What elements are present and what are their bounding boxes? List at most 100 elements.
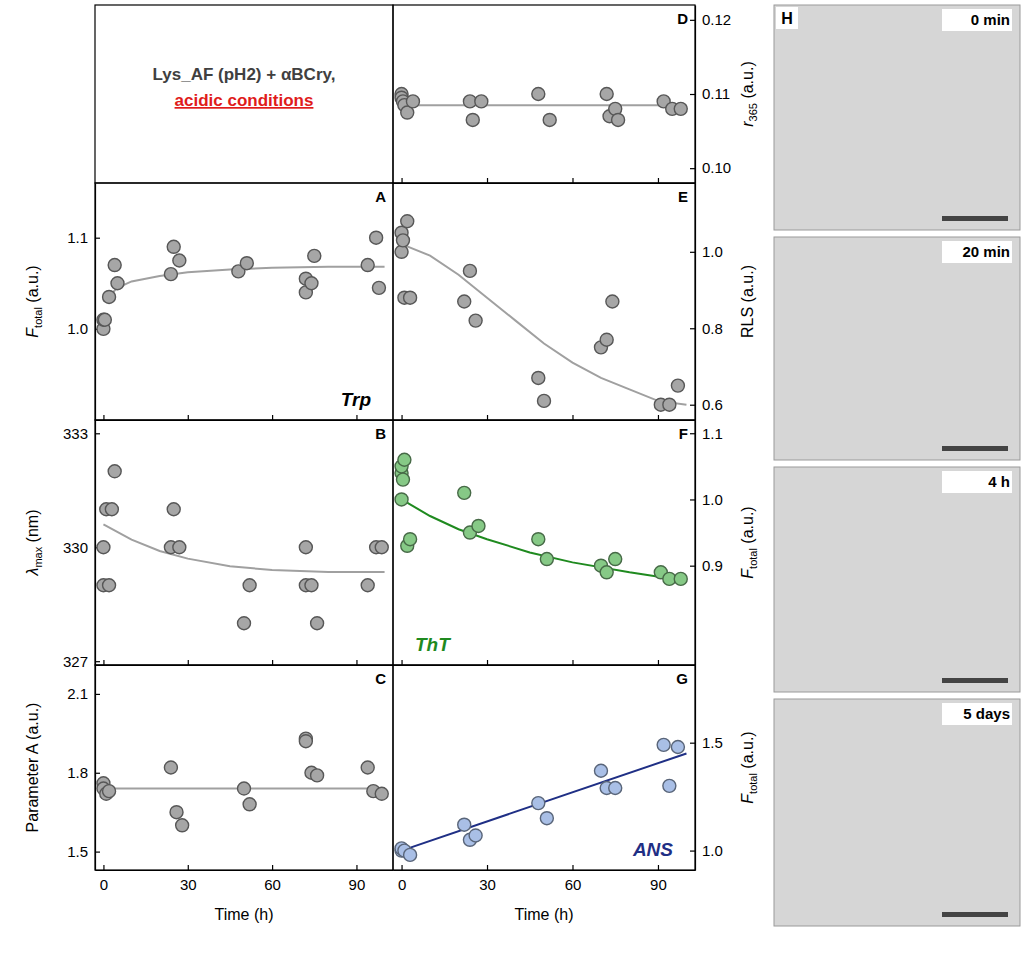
plot-area	[97, 231, 386, 335]
panel-letter: D	[677, 10, 688, 27]
y-tick-mark	[95, 852, 100, 853]
y-tick: 1.1	[690, 425, 723, 442]
fit-line	[402, 244, 687, 405]
panel-letter: A	[375, 188, 386, 205]
data-point	[401, 215, 414, 228]
x-tick	[487, 660, 488, 665]
panel: 03060901.51.82.1Parameter A (a.u.)Time (…	[24, 665, 394, 923]
note-text: acidic conditions	[175, 91, 314, 110]
x-tick-label: 90	[650, 876, 667, 893]
data-point	[173, 254, 186, 267]
micrograph-label: 20 min	[962, 243, 1010, 260]
data-point	[372, 281, 385, 294]
y-tick-label: 0.8	[702, 320, 723, 337]
data-point	[398, 453, 411, 466]
label-ground	[776, 7, 798, 29]
x-tick	[572, 178, 573, 183]
x-tick-mark	[487, 178, 488, 183]
y-tick-label: 1.1	[702, 425, 723, 442]
y-axis-line	[95, 666, 96, 871]
panel-letter: G	[676, 670, 688, 687]
y-axis-line	[695, 421, 696, 666]
panel-frame	[95, 5, 393, 183]
plot-area	[395, 738, 686, 861]
x-tick	[658, 178, 659, 183]
x-tick	[487, 178, 488, 183]
y-tick: 1.0	[690, 842, 723, 859]
y-tick-mark	[690, 850, 695, 851]
panel-frame	[393, 420, 695, 665]
data-point	[404, 533, 417, 546]
y-axis: 1.0 1.1	[67, 184, 100, 421]
y-axis-title-rest: (a.u.)	[739, 731, 756, 773]
data-point	[164, 268, 177, 281]
y-tick-label: 0.10	[702, 159, 731, 176]
data-point	[600, 566, 613, 579]
y-tick-label: 1.0	[702, 243, 723, 260]
x-tick-mark	[188, 865, 189, 870]
y-axis-line	[695, 6, 696, 184]
y-tick-label: 327	[63, 653, 88, 670]
x-tick-label: 0	[398, 876, 406, 893]
x-tick-mark	[658, 865, 659, 870]
data-point	[305, 277, 318, 290]
x-tick-mark	[401, 660, 402, 665]
x-tick-mark	[487, 415, 488, 420]
micrograph	[774, 467, 1020, 692]
micrograph	[774, 699, 1020, 926]
fit-line	[402, 104, 687, 106]
x-tick-mark	[103, 660, 104, 665]
y-tick-label: 1.5	[702, 734, 723, 751]
y-axis-line	[695, 666, 696, 871]
x-tick	[402, 415, 403, 420]
data-point	[458, 295, 471, 308]
y-axis-line	[695, 184, 696, 421]
x-tick-mark	[487, 865, 488, 870]
data-point	[243, 579, 256, 592]
panel-letter: F	[679, 425, 688, 442]
data-point	[540, 553, 553, 566]
micrograph-label: 0 min	[971, 11, 1010, 28]
data-point	[108, 259, 121, 272]
data-point	[472, 519, 485, 532]
y-tick: 0.6	[690, 396, 723, 413]
annotation: ANS	[632, 839, 673, 860]
data-point	[105, 503, 118, 516]
x-tick-label: 0	[100, 876, 108, 893]
data-point	[671, 741, 684, 754]
panel-frame	[95, 665, 393, 870]
y-tick-label: 1.0	[67, 320, 88, 337]
x-tick-mark	[272, 660, 273, 665]
y-tick-label: 1.1	[67, 229, 88, 246]
data-point	[458, 486, 471, 499]
data-point	[103, 290, 116, 303]
x-tick: 0	[100, 865, 108, 893]
y-axis: 0.6 0.8 1.0	[690, 184, 723, 421]
data-point	[543, 113, 556, 126]
x-tick-mark	[658, 415, 659, 420]
panel-letter: E	[678, 188, 688, 205]
y-tick-mark	[690, 20, 695, 21]
data-point	[674, 102, 687, 115]
panel: 1.01.1Ftotal (a.u.)ATrp	[24, 183, 394, 421]
data-point	[396, 473, 409, 486]
data-point	[404, 848, 417, 861]
data-point	[609, 782, 622, 795]
micrograph	[774, 237, 1020, 460]
y-axis: 0.100.110.12	[690, 6, 731, 184]
y-axis-title-main: λ	[24, 567, 41, 576]
data-point	[167, 503, 180, 516]
x-tick-label: 60	[565, 876, 582, 893]
y-tick-label: 1.0	[702, 842, 723, 859]
y-tick: 1.0	[690, 491, 723, 508]
y-tick-label: 333	[63, 425, 88, 442]
scale-bar	[942, 912, 1008, 917]
data-point	[243, 798, 256, 811]
x-axis-title: Time (h)	[515, 906, 574, 923]
panel-letter: C	[375, 670, 386, 687]
y-tick-mark	[690, 433, 695, 434]
y-tick: 1.0	[67, 320, 100, 337]
y-tick: 1.8	[67, 764, 100, 781]
data-point	[361, 761, 374, 774]
data-point	[663, 779, 676, 792]
